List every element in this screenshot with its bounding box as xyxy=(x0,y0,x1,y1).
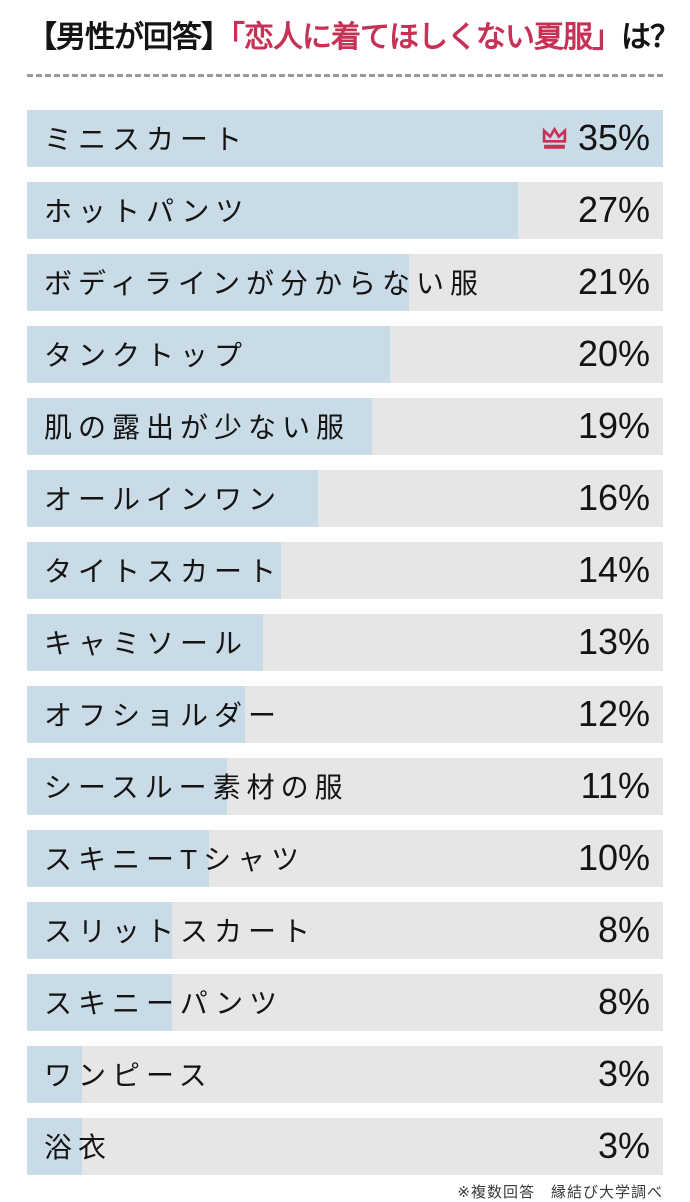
bar-row: スキニーパンツ 8% xyxy=(27,973,663,1031)
bar-value: 8% xyxy=(598,981,650,1023)
bar-percentage: 19% xyxy=(577,405,650,446)
bar-value: 16% xyxy=(578,477,650,519)
bar-percentage: 20% xyxy=(577,333,650,374)
bar-fill xyxy=(27,1117,82,1175)
bar-value: 21% xyxy=(578,261,650,303)
bar-percentage: 16% xyxy=(577,477,650,518)
bar-row: スキニーTシャツ 10% xyxy=(27,829,663,887)
bar-fill xyxy=(27,469,318,527)
bar-value: 8% xyxy=(598,909,650,951)
bar-row: シースルー素材の服 11% xyxy=(27,757,663,815)
bar-percentage: 35% xyxy=(577,117,650,158)
bar-label: ワンピース xyxy=(44,1060,213,1091)
bar-fill xyxy=(27,253,409,311)
bar-percentage: 3% xyxy=(597,1125,650,1166)
bar-row: ワンピース 3% xyxy=(27,1045,663,1103)
bar-label: オールインワン xyxy=(44,484,283,515)
bar-row: ホットパンツ 27% xyxy=(27,181,663,239)
bar-percentage: 21% xyxy=(577,261,650,302)
bar-value: 19% xyxy=(578,405,650,447)
bar-label: ボディラインが分からない服 xyxy=(44,268,485,299)
bar-percentage: 27% xyxy=(577,189,650,230)
bar-percentage: 12% xyxy=(577,693,650,734)
bar-fill xyxy=(27,757,227,815)
bar-fill xyxy=(27,325,391,383)
bar-value: 10% xyxy=(578,837,650,879)
bar-value: 35% xyxy=(540,117,650,159)
bar-fill xyxy=(27,541,282,599)
title-suffix: は？ xyxy=(621,21,680,54)
bar-percentage: 11% xyxy=(580,765,650,806)
bar-label: スリットスカート xyxy=(44,916,317,947)
dashed-divider xyxy=(27,73,663,77)
bar-fill xyxy=(27,685,246,743)
bar-value: 3% xyxy=(598,1053,650,1095)
bar-fill xyxy=(27,397,373,455)
bar-percentage: 3% xyxy=(597,1053,650,1094)
bar-label: タンクトップ xyxy=(44,340,249,371)
bar-percentage: 8% xyxy=(597,981,650,1022)
bar-value: 13% xyxy=(578,621,650,663)
bar-percentage: 14% xyxy=(577,549,650,590)
bar-row: タイトスカート 14% xyxy=(27,541,663,599)
bar-fill xyxy=(27,829,209,887)
bar-row: ボディラインが分からない服 21% xyxy=(27,253,663,311)
bar-fill xyxy=(27,973,173,1031)
bar-value: 12% xyxy=(578,693,650,735)
bar-row: ミニスカート 35% xyxy=(27,109,663,167)
bar-row: 肌の露出が少ない服 19% xyxy=(27,397,663,455)
bar-row: キャミソール 13% xyxy=(27,613,663,671)
bar-row: スリットスカート 8% xyxy=(27,901,663,959)
footnote: ※複数回答 縁結び大学調べ xyxy=(457,1183,663,1201)
bar-percentage: 10% xyxy=(577,837,650,878)
bar-label: キャミソール xyxy=(44,628,249,659)
bar-row: オフショルダー 12% xyxy=(27,685,663,743)
bar-row: 浴衣 3% xyxy=(27,1117,663,1175)
bar-percentage: 13% xyxy=(577,621,650,662)
bar-label: スキニーTシャツ xyxy=(44,844,306,875)
bar-value: 3% xyxy=(598,1125,650,1167)
bar-label: 浴衣 xyxy=(44,1132,113,1163)
bar-fill xyxy=(27,901,173,959)
bar-value: 14% xyxy=(578,549,650,591)
page-title: 【男性が回答】「恋人に着てほしくない夏服」は？ xyxy=(27,16,680,60)
bar-fill xyxy=(27,109,663,167)
bar-label: ホットパンツ xyxy=(44,196,250,227)
bar-value: 20% xyxy=(578,333,650,375)
bar-fill xyxy=(27,181,518,239)
bar-row: オールインワン 16% xyxy=(27,469,663,527)
bar-label: シースルー素材の服 xyxy=(44,772,349,803)
bar-fill xyxy=(27,613,264,671)
bar-label: オフショルダー xyxy=(44,700,283,731)
bar-label: タイトスカート xyxy=(44,556,283,587)
crown-icon xyxy=(542,126,567,149)
title-highlight: 「恋人に着てほしくない夏服」 xyxy=(230,21,622,54)
bar-fill xyxy=(27,1045,82,1103)
bar-label: スキニーパンツ xyxy=(44,988,284,1019)
bar-label: ミニスカート xyxy=(44,124,249,155)
bar-value: 11% xyxy=(581,765,650,807)
title-prefix: 【男性が回答】 xyxy=(27,21,231,54)
bar-row: タンクトップ 20% xyxy=(27,325,663,383)
bar-percentage: 8% xyxy=(597,909,650,950)
bar-chart: ミニスカート 35% ホットパンツ 27% ボディラインが分からない服 21% タンクトップ… xyxy=(27,109,663,1175)
bar-label: 肌の露出が少ない服 xyxy=(44,412,351,443)
bar-value: 27% xyxy=(578,189,650,231)
